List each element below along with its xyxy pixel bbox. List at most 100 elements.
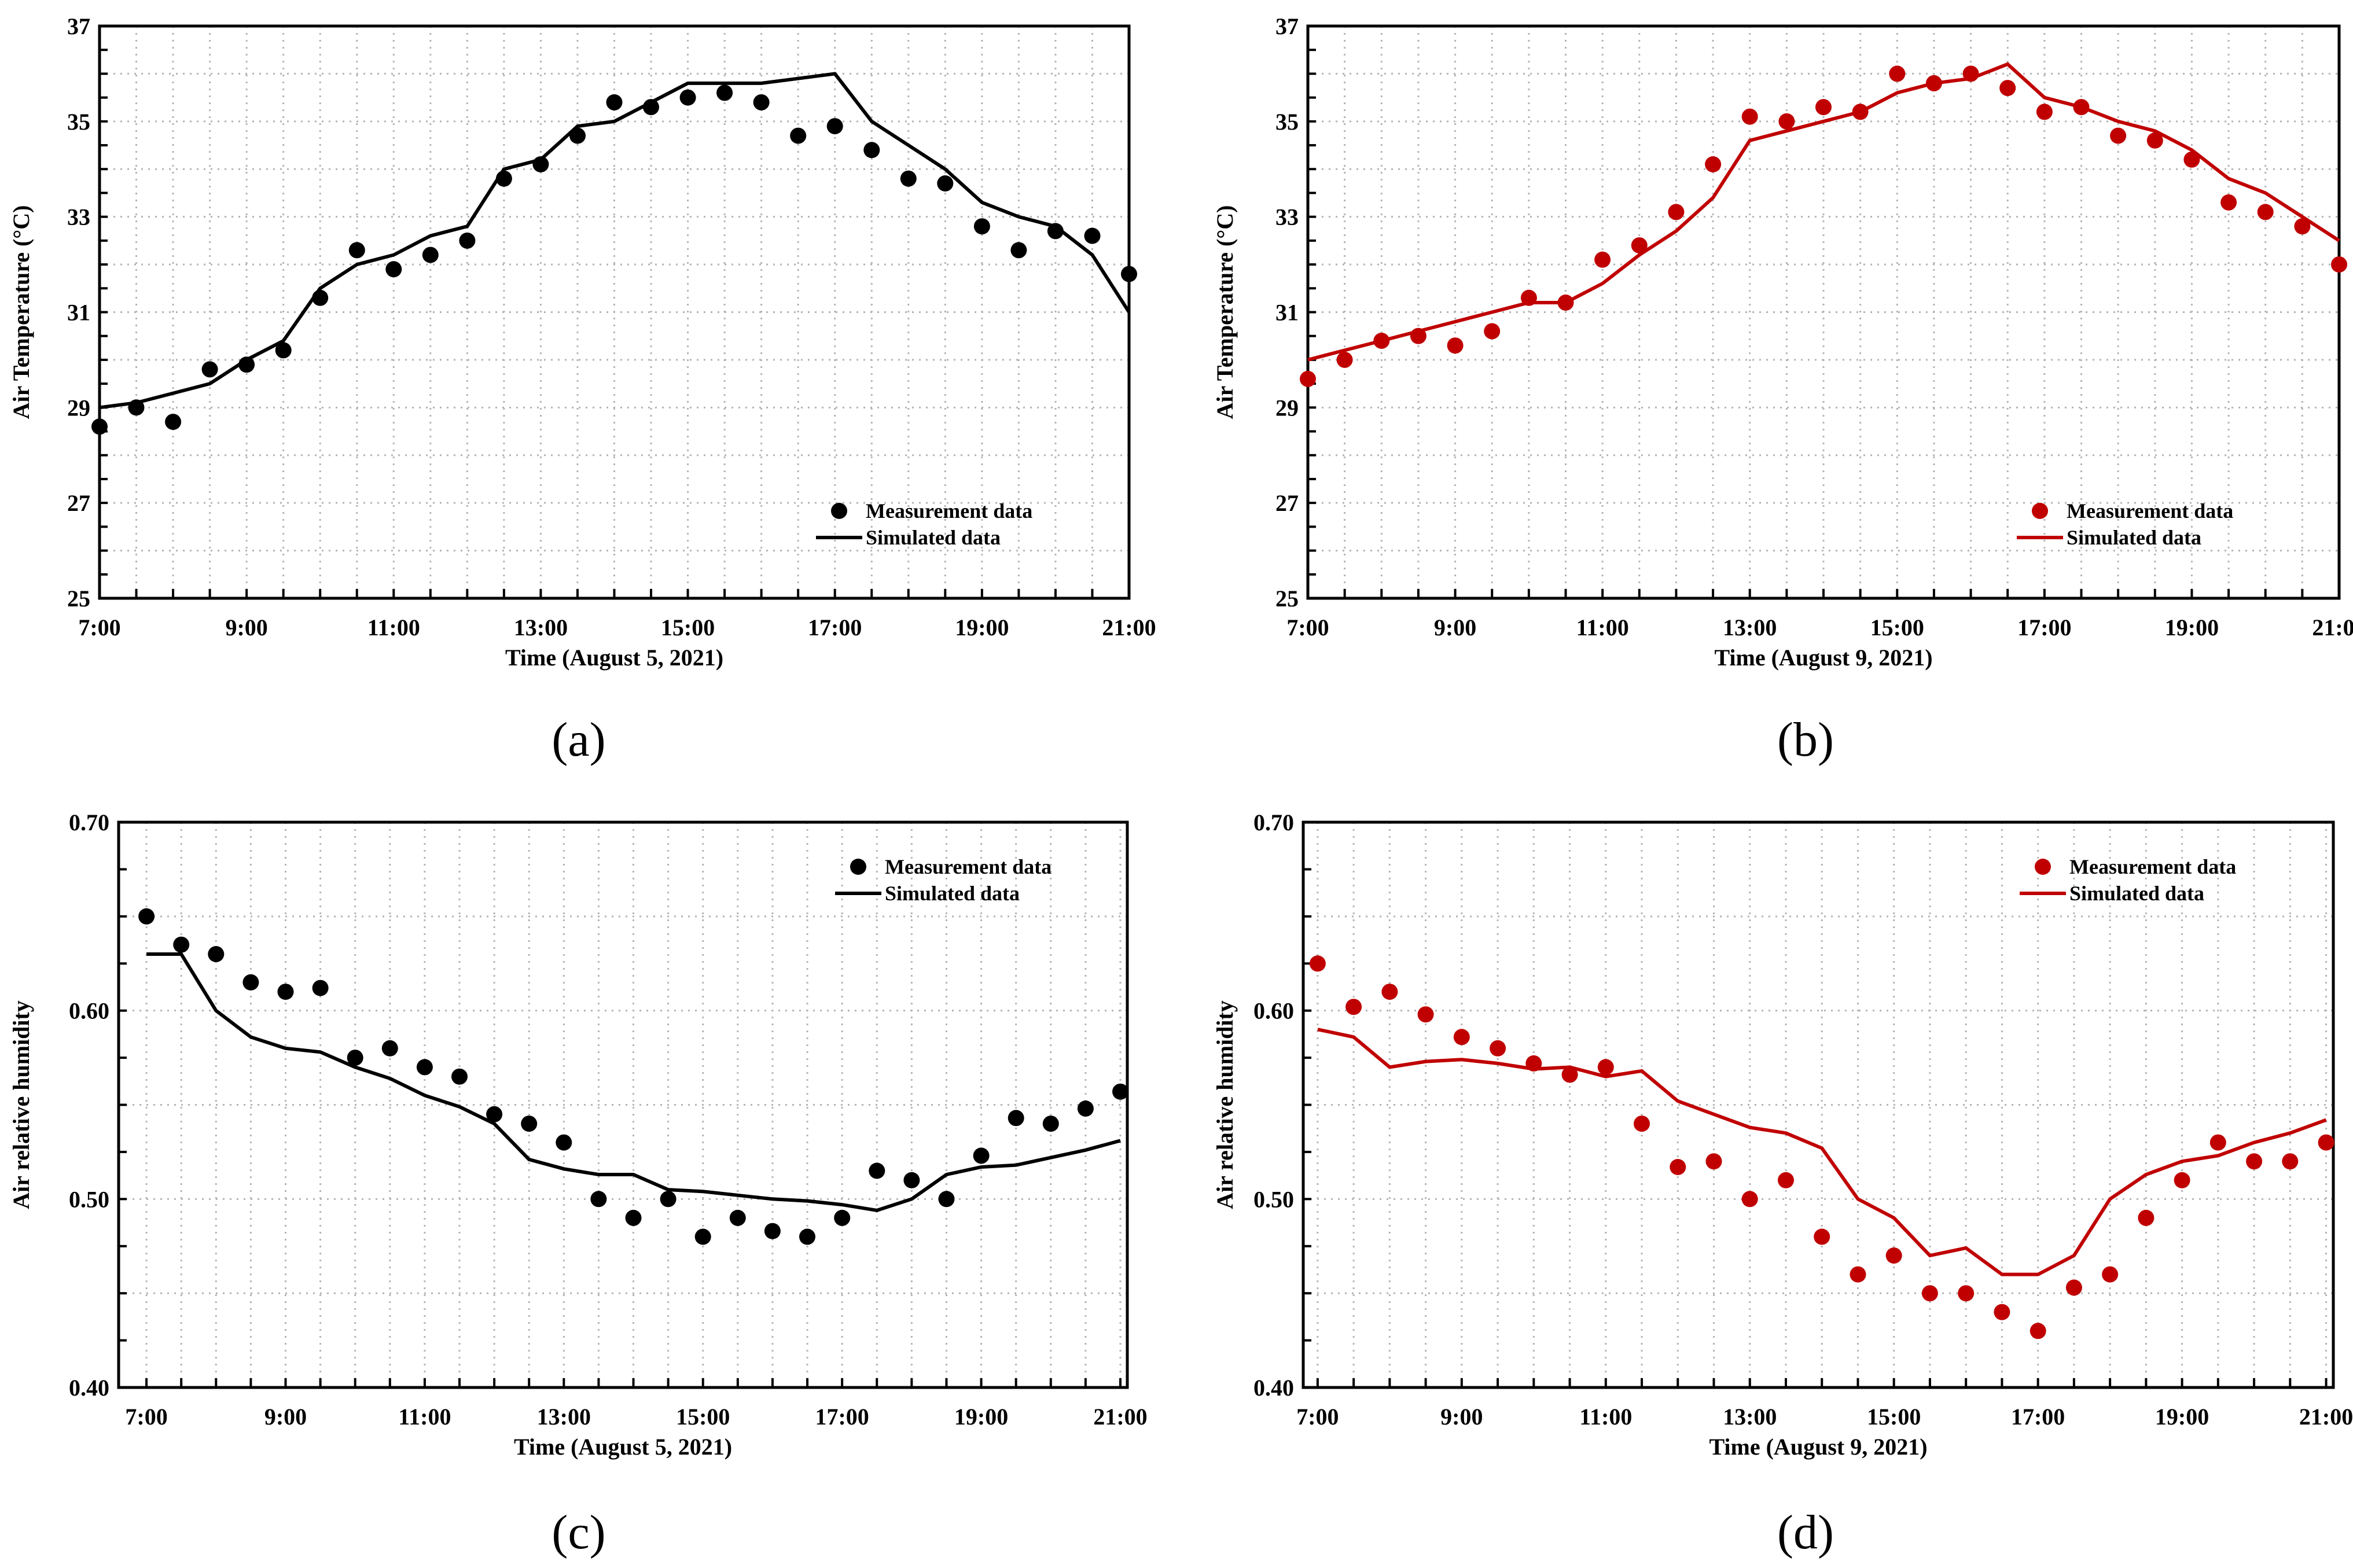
legend-marker-measurement [2032, 503, 2048, 519]
data-point [2220, 194, 2237, 211]
legend-label: Simulated data [866, 526, 1001, 549]
data-point [938, 1191, 955, 1208]
data-point [1815, 99, 1832, 116]
x-tick-label: 11:00 [367, 614, 420, 641]
legend-marker-measurement [2035, 859, 2051, 875]
data-point [679, 89, 696, 106]
legend-label: Measurement data [866, 499, 1032, 522]
simulated-data-line [1317, 1028, 2327, 1276]
x-axis-title: Time (August 9, 2021) [1709, 1434, 1927, 1460]
x-tick-label: 7:00 [78, 614, 120, 641]
data-point [1345, 999, 1362, 1015]
data-point [826, 118, 843, 135]
y-tick-label: 31 [67, 300, 90, 326]
legend: Measurement data Simulated data [816, 499, 1032, 549]
x-tick-label: 15:00 [1870, 614, 1924, 641]
x-tick-label: 21:00 [1102, 614, 1156, 641]
y-tick-label: 37 [1275, 13, 1299, 39]
y-minor-ticks [1303, 821, 1311, 1389]
data-point [277, 984, 294, 1000]
data-point [903, 1172, 920, 1188]
data-point [1705, 1153, 1722, 1170]
data-point [1778, 113, 1795, 130]
data-point [1741, 108, 1758, 125]
x-tick-label: 7:00 [1286, 614, 1329, 641]
legend: Measurement data Simulated data [2020, 855, 2236, 905]
data-point [1778, 1172, 1794, 1188]
y-axis-title: Air Temperature (°C) [1212, 205, 1238, 419]
x-minor-ticks [1307, 589, 2340, 598]
data-point [556, 1134, 572, 1151]
x-tick-label: 9:00 [225, 614, 267, 641]
data-point [1741, 1191, 1758, 1208]
x-tick-label: 7:00 [125, 1404, 167, 1430]
measurement-data-points [1309, 955, 2334, 1339]
y-tick-label: 33 [1275, 204, 1299, 230]
x-tick-label: 15:00 [1867, 1404, 1921, 1430]
data-point [2030, 1323, 2046, 1339]
x-tick-label: 21:00 [2299, 1404, 2353, 1430]
data-point [2174, 1172, 2190, 1188]
simulated-data-line [99, 72, 1131, 410]
data-point [1077, 1100, 1094, 1117]
data-point [764, 1223, 781, 1239]
data-point [973, 1147, 990, 1164]
data-point [2146, 132, 2163, 149]
data-point [790, 127, 807, 144]
legend-label: Measurement data [2069, 855, 2236, 878]
y-tick-label: 0.60 [1253, 998, 1294, 1024]
y-tick-label: 0.40 [1253, 1375, 1294, 1401]
x-tick-label: 11:00 [1579, 1404, 1632, 1430]
y-tick-label: 27 [67, 490, 90, 516]
x-tick-label: 21:00 [1093, 1404, 1147, 1430]
data-point [2110, 127, 2127, 144]
data-point [590, 1191, 607, 1208]
x-minor-ticks [98, 589, 1130, 598]
chart-c: 7:00 9:00 11:00 13:00 15:00 17:00 19:00 21:00 0.… [8, 809, 1148, 1460]
data-point [1814, 1228, 1830, 1245]
data-point [660, 1191, 677, 1208]
chart-b: 7:00 9:00 11:00 13:00 15:00 17:00 19:00 21:00 25… [1212, 13, 2353, 671]
x-tick-label: 19:00 [954, 1404, 1008, 1430]
y-axis-title: Air Temperature (°C) [8, 205, 34, 419]
panel-label-b: (b) [1777, 713, 1834, 767]
x-tick-label: 17:00 [2017, 614, 2071, 641]
data-point [521, 1116, 538, 1132]
data-point [2318, 1134, 2334, 1151]
data-point [275, 342, 292, 359]
x-tick-label: 13:00 [1723, 1404, 1777, 1430]
data-point [2102, 1266, 2119, 1283]
data-point [900, 170, 917, 187]
legend-label: Measurement data [885, 855, 1052, 878]
y-tick-label: 0.70 [1253, 809, 1294, 835]
data-point [834, 1209, 851, 1226]
data-point [1999, 80, 2016, 97]
y-tick-label: 29 [67, 395, 90, 421]
data-point [1112, 1083, 1128, 1100]
y-tick-label: 37 [67, 13, 90, 39]
y-tick-label: 35 [1275, 109, 1299, 135]
data-point [606, 94, 623, 111]
y-tick-label: 0.50 [1253, 1186, 1294, 1212]
data-point [459, 232, 476, 249]
data-point [381, 1040, 398, 1057]
y-tick-label: 0.40 [69, 1375, 109, 1401]
data-point [1447, 337, 1464, 354]
x-tick-label: 21:00 [2312, 614, 2353, 641]
data-point [348, 242, 365, 259]
data-point [1885, 1247, 1902, 1264]
y-tick-label: 29 [1275, 395, 1299, 421]
panel-label-c: (c) [552, 1506, 606, 1559]
data-point [91, 418, 108, 435]
data-point [625, 1209, 642, 1226]
data-point [422, 246, 439, 263]
legend-marker-measurement [831, 503, 847, 519]
data-point [716, 84, 733, 101]
data-point [1453, 1029, 1470, 1046]
panel-label-d: (d) [1777, 1506, 1834, 1559]
y-tick-label: 27 [1275, 490, 1299, 516]
data-point [312, 980, 329, 996]
y-axis-title: Air relative humidity [1212, 1000, 1238, 1209]
data-point [753, 94, 770, 111]
data-point [1634, 1116, 1650, 1132]
